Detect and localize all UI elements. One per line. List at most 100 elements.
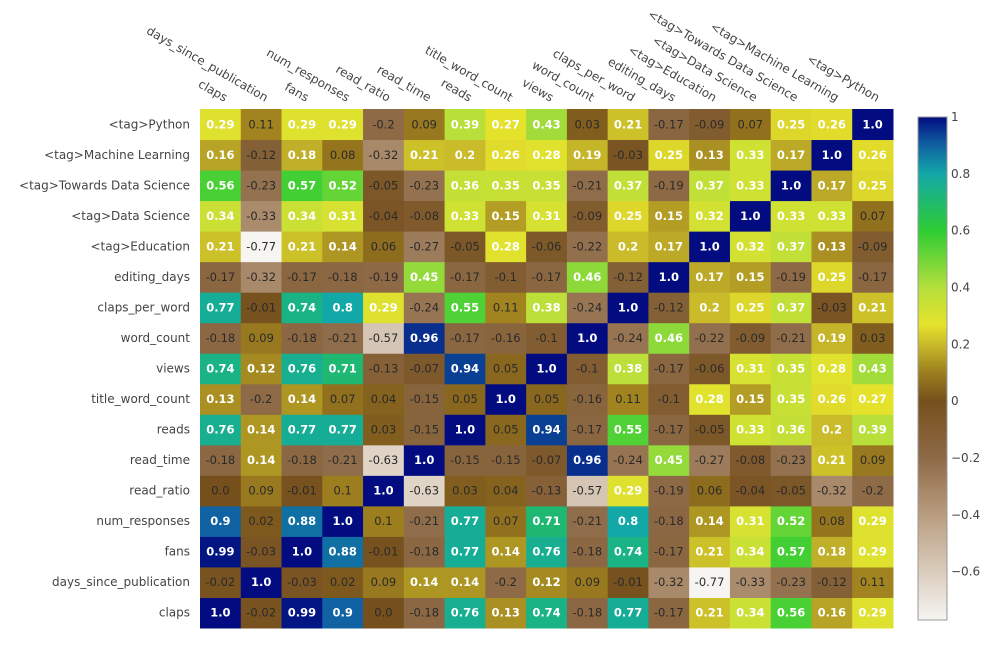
cell-value-label: -0.09 [735, 331, 765, 345]
heatmap-cell [403, 475, 446, 507]
y-tick-label: <tag>Python [109, 117, 190, 131]
heatmap-cell [729, 261, 772, 293]
heatmap-cell [648, 597, 690, 629]
cell-value-label: 0.43 [532, 117, 560, 131]
heatmap-cell [607, 353, 649, 385]
heatmap-cell [485, 505, 527, 537]
y-tick-label: title_word_count [91, 392, 190, 406]
heatmap-cell [811, 322, 853, 354]
heatmap-cell [689, 322, 731, 354]
heatmap-cell [363, 261, 405, 293]
cell-value-label: 0.57 [777, 545, 805, 559]
heatmap-cell [729, 505, 772, 537]
cell-value-label: 0.94 [451, 362, 479, 376]
cell-value-label: -0.01 [287, 484, 317, 498]
heatmap-cell [363, 444, 405, 476]
cell-value-label: 0.07 [860, 209, 886, 223]
cell-value-label: 0.17 [777, 148, 805, 162]
heatmap-cell [322, 353, 364, 385]
cell-value-label: -0.08 [409, 209, 439, 223]
heatmap-cell [689, 444, 731, 476]
cell-value-label: 0.32 [736, 239, 764, 253]
y-tick-label: read_time [130, 453, 190, 467]
heatmap-cell [648, 170, 690, 202]
cell-value-label: -0.07 [532, 453, 562, 467]
cell-value-label: 0.34 [206, 209, 234, 223]
heatmap-cell [485, 109, 527, 141]
heatmap-cell [485, 597, 527, 629]
heatmap-cell [485, 444, 527, 476]
cell-value-label: 0.34 [736, 545, 764, 559]
heatmap-cell [281, 322, 323, 354]
cell-value-label: -0.07 [409, 362, 439, 376]
heatmap-cell [444, 109, 486, 141]
cell-value-label: 0.36 [777, 423, 805, 437]
heatmap-cell [485, 566, 527, 598]
cell-value-label: -0.01 [246, 300, 276, 314]
cell-value-label: 0.12 [247, 362, 275, 376]
heatmap-cell [729, 292, 772, 324]
cell-value-label: -0.09 [858, 239, 888, 253]
heatmap-cell [281, 597, 323, 629]
cell-value-label: -0.21 [572, 178, 602, 192]
y-tick-label: fans [165, 545, 190, 559]
heatmap-cell [729, 597, 772, 629]
heatmap-cell [485, 261, 527, 293]
cell-value-label: 0.99 [206, 545, 234, 559]
cell-value-label: -0.17 [654, 545, 684, 559]
colorbar-tick-label: −0.6 [951, 565, 980, 579]
cell-value-label: -0.57 [369, 331, 399, 345]
cell-value-label: -0.17 [450, 331, 480, 345]
cell-value-label: -0.24 [613, 331, 643, 345]
cell-value-label: 0.37 [777, 300, 805, 314]
cell-value-label: 0.9 [332, 606, 352, 620]
cell-value-label: 0.33 [451, 209, 479, 223]
heatmap-cell [566, 444, 609, 476]
heatmap-cell [852, 353, 894, 385]
cell-value-label: 0.21 [206, 239, 234, 253]
heatmap-cell [444, 383, 486, 415]
heatmap-cell [322, 322, 364, 354]
cell-value-label: -0.09 [572, 209, 602, 223]
heatmap-cell [363, 536, 405, 568]
heatmap-cell [811, 200, 853, 232]
heatmap-cell [852, 475, 894, 507]
heatmap-cell [770, 322, 812, 354]
cell-value-label: 0.2 [455, 148, 475, 162]
cell-value-label: 0.14 [451, 575, 479, 589]
heatmap-cell [648, 292, 690, 324]
heatmap-cell [240, 414, 283, 446]
cell-value-label: 0.2 [822, 423, 842, 437]
cell-value-label: 0.15 [655, 209, 683, 223]
heatmap-cell [363, 109, 405, 141]
heatmap-cell [729, 475, 772, 507]
heatmap-cell [200, 414, 242, 446]
heatmap-cell [240, 139, 283, 171]
cell-value-label: -0.18 [287, 331, 317, 345]
cell-value-label: 1.0 [618, 300, 638, 314]
heatmap-cell [648, 444, 690, 476]
heatmap-cell [444, 139, 486, 171]
heatmap-cell [770, 170, 812, 202]
cell-value-label: 0.11 [615, 392, 641, 406]
heatmap-cell [852, 536, 894, 568]
cell-value-label: 0.14 [410, 575, 438, 589]
heatmap-cell [566, 597, 609, 629]
heatmap-cell [607, 292, 649, 324]
cell-value-label: 0.8 [332, 300, 352, 314]
heatmap-cell [852, 170, 894, 202]
heatmap-cell [607, 536, 649, 568]
heatmap-cell [729, 383, 772, 415]
heatmap-cell [322, 475, 364, 507]
cell-value-label: 0.52 [328, 178, 356, 192]
cell-value-label: 0.25 [736, 300, 764, 314]
cell-value-label: 0.1 [334, 484, 352, 498]
heatmap-cell [363, 292, 405, 324]
cell-value-label: 0.05 [493, 362, 519, 376]
heatmap-cell [200, 109, 242, 141]
cell-value-label: 0.04 [493, 484, 519, 498]
y-tick-label: read_ratio [129, 484, 190, 498]
cell-value-label: -0.32 [817, 484, 847, 498]
cell-value-label: 0.21 [288, 239, 316, 253]
cell-value-label: -0.15 [491, 453, 521, 467]
